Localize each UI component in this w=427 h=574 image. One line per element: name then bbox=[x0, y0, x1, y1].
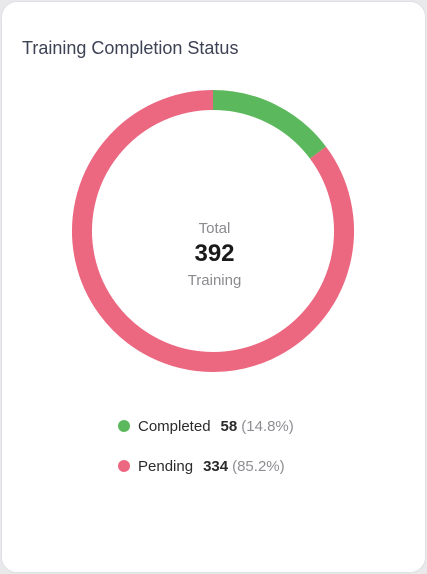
legend-pct-pending: (85.2%) bbox=[232, 457, 285, 475]
legend-label-pending: Pending bbox=[138, 457, 194, 475]
legend-dot-completed bbox=[118, 420, 130, 432]
donut-slice-pending[interactable] bbox=[72, 90, 354, 372]
chart-legend: Completed 58 (14.8%) Pending 334 (85.2%) bbox=[118, 414, 294, 494]
legend-label-completed: Completed bbox=[138, 417, 211, 435]
center-total-value: 392 bbox=[194, 240, 235, 267]
legend-item-completed[interactable]: Completed 58 (14.8%) bbox=[118, 414, 294, 438]
card-title: Training Completion Status bbox=[22, 38, 239, 58]
center-training-label: Training bbox=[187, 272, 242, 289]
legend-dot-pending bbox=[118, 460, 130, 472]
legend-pct-completed: (14.8%) bbox=[241, 417, 294, 435]
donut-slice-completed[interactable] bbox=[212, 90, 326, 159]
legend-item-pending[interactable]: Pending 334 (85.2%) bbox=[118, 454, 294, 478]
legend-count-completed: 58 bbox=[220, 417, 238, 435]
center-total-label: Total bbox=[198, 220, 231, 237]
legend-count-pending: 334 bbox=[203, 457, 229, 475]
